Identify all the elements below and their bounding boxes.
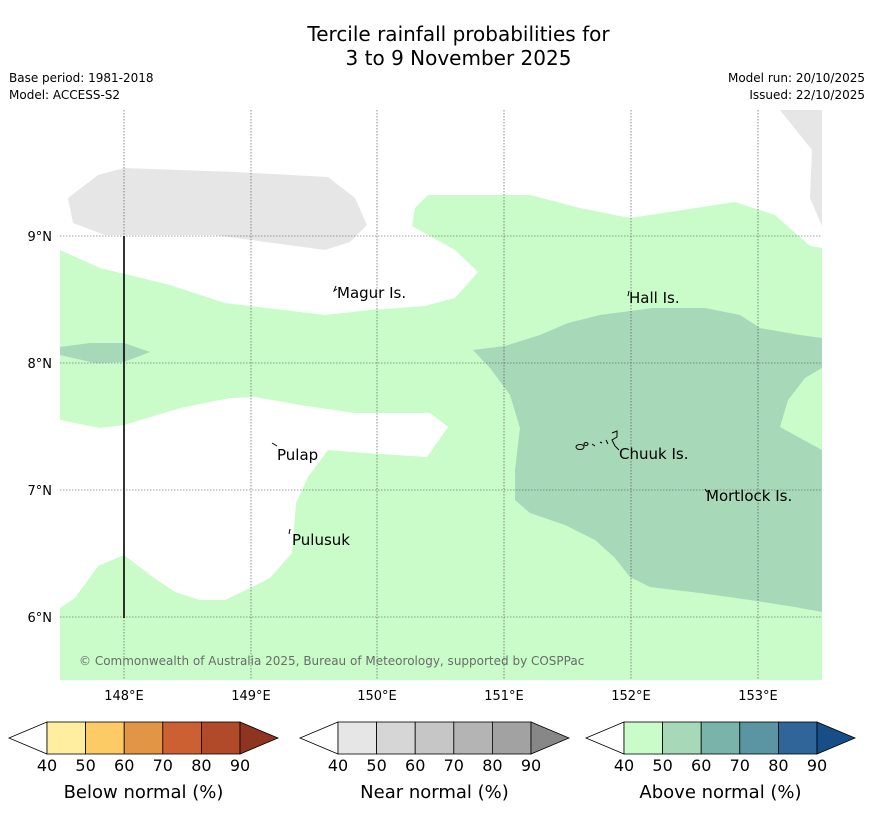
colorbar-below-normal: 40 50 60 70 80 90 Below normal (%): [7, 721, 280, 803]
colorbar-below-tick-label: 80: [191, 756, 211, 775]
colorbar-below-segment: [46, 721, 86, 755]
above-normal-50-60-region: [473, 308, 822, 612]
colorbar-above-tick-label: 70: [730, 756, 750, 775]
colorbar-near-tick-label: 70: [444, 756, 464, 775]
colorbar-above-tick-label: 80: [768, 756, 788, 775]
base-period: Base period: 1981-2018: [9, 71, 154, 85]
above-normal-50-60-region-west: [60, 343, 150, 363]
colorbar-below-segment: [123, 721, 164, 755]
colorbar-above-segment: [778, 721, 818, 755]
colorbar-below-tick-label: 40: [37, 756, 57, 775]
copyright-notice: © Commonwealth of Australia 2025, Bureau…: [79, 654, 584, 668]
chuuk-island-outline: [575, 430, 620, 451]
place-label-hall: Hall Is.: [629, 289, 680, 307]
colorbar-above-segment: [739, 721, 779, 755]
colorbar-above-segment: [623, 721, 663, 755]
colorbar-below-tick-label: 70: [153, 756, 173, 775]
colorbar-below-tick-label: 90: [230, 756, 250, 775]
colorbar-near-over-triangle: [530, 721, 571, 755]
pulusuk-island-outline: [288, 528, 291, 535]
colorbar-near-tick-label: 90: [521, 756, 541, 775]
lon-label-153e: 153°E: [738, 689, 778, 704]
issued-date: Issued: 22/10/2025: [749, 88, 865, 102]
colorbar-near-segment: [453, 721, 493, 755]
lon-label-149e: 149°E: [231, 689, 271, 704]
place-label-mortlock: Mortlock Is.: [706, 487, 792, 505]
model-name: Model: ACCESS-S2: [9, 88, 121, 102]
colorbar-below-segment: [200, 721, 241, 755]
colorbar-above-title: Above normal (%): [639, 782, 801, 803]
colorbar-above-under-triangle: [584, 721, 625, 755]
colorbar-near-segment: [491, 721, 532, 755]
meta-left: Base period: 1981-2018 Model: ACCESS-S2: [9, 70, 154, 104]
colorbar-near-segment: [337, 721, 377, 755]
place-label-pulusuk: Pulusuk: [292, 531, 350, 549]
lat-label-8n: 8°N: [28, 357, 53, 372]
colorbar-near-normal: 40 50 60 70 80 90 Near normal (%): [298, 721, 571, 803]
colorbar-near-segment: [414, 721, 455, 755]
colorbar-above-segment: [700, 721, 741, 755]
near-normal-40-50-region: [68, 168, 367, 250]
colorbar-below-under-triangle: [7, 721, 48, 755]
map-title: Tercile rainfall probabilities for 3 to …: [0, 22, 873, 70]
lat-label-6n: 6°N: [28, 611, 53, 626]
colorbar-above-segment: [662, 721, 702, 755]
magur-island-outline: [332, 285, 338, 293]
probability-fields: [60, 110, 822, 680]
mortlock-island-outline: [704, 488, 708, 493]
colorbar-near-title: Near normal (%): [360, 782, 509, 803]
colorbar-above-normal: 40 50 60 70 80 90 Above normal (%): [584, 721, 857, 803]
meta-right: Model run: 20/10/2025 Issued: 22/10/2025: [728, 70, 865, 104]
colorbar-near-tick-label: 50: [366, 756, 386, 775]
lon-label-152e: 152°E: [611, 689, 651, 704]
colorbar-above-tick-label: 90: [807, 756, 827, 775]
lon-label-151e: 151°E: [484, 689, 524, 704]
title-line-1: Tercile rainfall probabilities for: [307, 22, 610, 46]
colorbar-below-segment: [162, 721, 202, 755]
lat-label-7n: 7°N: [28, 484, 53, 499]
islands: [271, 285, 708, 535]
colorbar-near-tick-label: 60: [405, 756, 425, 775]
colorbar-near-under-triangle: [298, 721, 339, 755]
hall-island-outline: [627, 290, 630, 297]
place-label-chuuk: Chuuk Is.: [619, 445, 688, 463]
near-normal-40-50-region-ne: [780, 110, 822, 226]
lon-label-150e: 150°E: [357, 689, 397, 704]
colorbar-below-tick-label: 60: [114, 756, 134, 775]
lat-label-9n: 9°N: [28, 230, 53, 245]
colorbar-near-tick-label: 40: [328, 756, 348, 775]
colorbar-below-segment: [85, 721, 125, 755]
colorbar-above-tick-label: 60: [691, 756, 711, 775]
colorbar-below-tick-label: 50: [75, 756, 95, 775]
place-label-pulap: Pulap: [277, 446, 318, 464]
colorbar-above-tick-label: 40: [614, 756, 634, 775]
colorbar-below-over-triangle: [239, 721, 280, 755]
colorbar-below-title: Below normal (%): [64, 782, 224, 803]
model-run: Model run: 20/10/2025: [727, 71, 865, 85]
lon-label-148e: 148°E: [104, 689, 144, 704]
colorbar-above-tick-label: 50: [652, 756, 672, 775]
title-line-2: 3 to 9 November 2025: [345, 46, 572, 70]
colorbar-near-segment: [376, 721, 416, 755]
place-label-magur: Magur Is.: [337, 284, 406, 302]
pulap-island-outline: [271, 442, 278, 447]
colorbar-near-tick-label: 80: [482, 756, 502, 775]
colorbar-above-over-triangle: [816, 721, 857, 755]
